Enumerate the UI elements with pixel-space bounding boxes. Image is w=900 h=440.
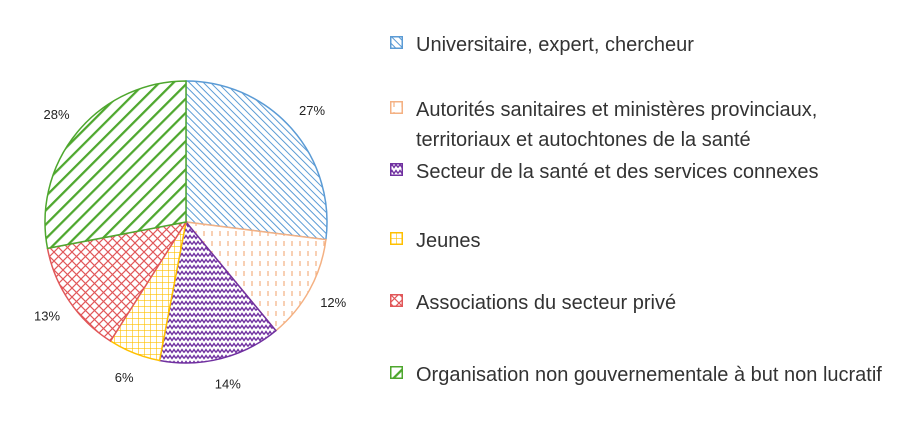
pie-slice (185, 80, 328, 241)
pie-slice (46, 220, 188, 343)
legend-label: Autorités sanitaires et ministères provi… (416, 99, 818, 151)
legend-swatch (390, 366, 403, 379)
legend-swatch (390, 36, 403, 49)
legend-item: Jeunes (390, 226, 895, 256)
legend-swatch (390, 294, 403, 307)
legend-label: Secteur de la santé et des services conn… (416, 161, 819, 183)
legend-swatch (390, 163, 403, 176)
data-label: 12% (320, 295, 346, 310)
legend-label: Associations du secteur privé (416, 292, 677, 314)
legend-label: Universitaire, expert, chercheur (416, 34, 694, 56)
pie-slice (158, 220, 277, 364)
pie-slice (44, 80, 187, 250)
legend-item: Autorités sanitaires et ministères provi… (390, 95, 895, 155)
legend-item: Organisation non gouvernementale à but n… (390, 360, 895, 390)
legend-item: Associations du secteur privé (390, 288, 895, 318)
legend-item: Universitaire, expert, chercheur (390, 30, 895, 60)
data-label: 28% (44, 107, 70, 122)
legend-swatch (390, 101, 403, 114)
legend-item: Secteur de la santé et des services conn… (390, 157, 895, 187)
pie-slice (184, 221, 327, 332)
data-label: 14% (215, 377, 241, 392)
legend-swatch (390, 232, 403, 245)
data-label: 6% (115, 370, 134, 385)
legend-label: Organisation non gouvernementale à but n… (416, 364, 882, 386)
legend-label: Jeunes (416, 230, 481, 252)
data-label: 13% (34, 308, 60, 323)
data-label: 27% (299, 103, 325, 118)
